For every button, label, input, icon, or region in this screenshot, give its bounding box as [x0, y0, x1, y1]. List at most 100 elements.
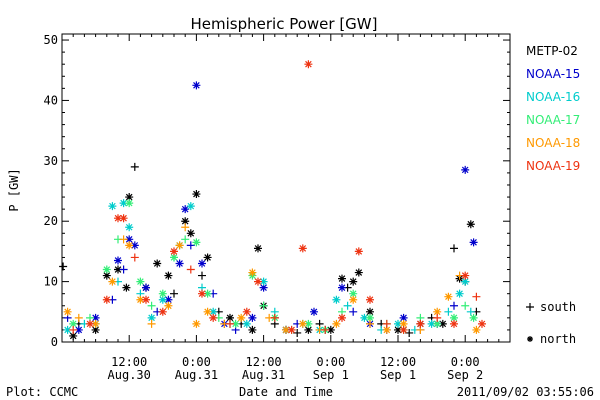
north-marker [338, 274, 346, 283]
plot-frame [61, 33, 511, 343]
south-marker [259, 301, 268, 310]
north-marker [254, 277, 262, 286]
north-marker [259, 283, 268, 292]
north-marker [209, 313, 218, 322]
x-tick-label-time: 0:00 [182, 355, 211, 369]
y-axis-label: P [GW] [7, 168, 21, 211]
marker-legend-label: north [540, 332, 576, 346]
south-marker [69, 325, 78, 334]
north-marker [242, 319, 251, 328]
legend-entry: NOAA-17 [526, 113, 580, 127]
north-marker [125, 199, 134, 208]
north-marker [192, 238, 201, 247]
north-marker [125, 223, 134, 232]
north-marker [186, 229, 195, 238]
north-marker [366, 307, 374, 316]
north-marker [114, 214, 122, 223]
north-marker [427, 319, 436, 328]
north-marker [354, 247, 363, 256]
north-marker [394, 319, 402, 328]
north-marker [444, 292, 453, 301]
north-marker [394, 325, 402, 334]
north-marker [259, 277, 268, 286]
x-tick-label-time: 0:00 [316, 355, 345, 369]
plot-credit: Plot: CCMC [6, 385, 78, 399]
north-marker [108, 277, 117, 286]
south-marker [198, 271, 206, 280]
y-tick-label: 30 [44, 154, 58, 168]
north-marker [466, 220, 475, 229]
north-marker [416, 319, 425, 328]
north-marker [248, 268, 257, 277]
north-marker [472, 325, 481, 334]
north-marker [433, 307, 442, 316]
north-marker [74, 325, 83, 334]
legend-entry: METP-02 [526, 44, 578, 58]
north-marker [399, 319, 408, 328]
north-marker [304, 319, 313, 328]
marker-legend-symbol [526, 303, 534, 311]
north-marker [366, 313, 374, 322]
south-marker [450, 244, 458, 253]
north-marker [181, 205, 190, 214]
north-marker [461, 165, 470, 174]
north-marker [450, 313, 458, 322]
north-marker [287, 325, 296, 334]
north-marker [153, 259, 162, 268]
north-marker [254, 244, 262, 253]
north-marker [209, 307, 218, 316]
timestamp: 2011/09/02 03:55:06 [457, 385, 594, 399]
north-marker [478, 319, 486, 328]
north-marker [91, 325, 100, 334]
north-marker [181, 217, 190, 226]
north-marker [170, 253, 178, 262]
north-marker [125, 235, 134, 244]
north-marker [399, 325, 408, 334]
south-marker [130, 253, 139, 262]
south-marker [450, 301, 458, 310]
north-marker [332, 319, 341, 328]
north-marker [304, 325, 313, 334]
south-marker [349, 307, 358, 316]
north-marker [198, 289, 206, 298]
north-marker [332, 295, 341, 304]
north-marker [175, 259, 184, 268]
north-marker [198, 259, 206, 268]
legend-entry: NOAA-15 [526, 67, 580, 81]
x-tick-label-date: Sep 1 [313, 368, 349, 382]
south-marker [466, 307, 475, 316]
x-tick-label-time: 0:00 [451, 355, 480, 369]
north-marker [69, 331, 78, 340]
north-marker [69, 319, 78, 328]
north-marker [114, 256, 122, 265]
north-marker [203, 253, 212, 262]
north-marker [310, 307, 318, 316]
x-tick-label-date: Aug.31 [175, 368, 218, 382]
north-marker [360, 313, 369, 322]
marker-legend-label: south [540, 300, 576, 314]
north-marker [142, 283, 150, 292]
north-marker [91, 319, 100, 328]
north-marker [63, 307, 72, 316]
marker-legend-symbol [527, 336, 533, 342]
y-tick-label: 40 [44, 93, 58, 107]
north-marker [119, 199, 128, 208]
south-marker [270, 313, 279, 322]
south-marker [343, 301, 352, 310]
north-marker [349, 295, 358, 304]
north-marker [399, 313, 408, 322]
north-marker [164, 271, 173, 280]
south-marker [405, 328, 414, 337]
north-marker [119, 214, 128, 223]
data-markers [59, 60, 486, 340]
south-marker [321, 325, 330, 334]
north-marker [186, 202, 195, 211]
south-marker [181, 223, 190, 232]
north-marker [158, 289, 167, 298]
north-marker [349, 277, 358, 286]
north-marker [164, 301, 173, 310]
south-marker [293, 328, 302, 337]
legend-entry: NOAA-16 [526, 90, 580, 104]
north-marker [91, 313, 100, 322]
